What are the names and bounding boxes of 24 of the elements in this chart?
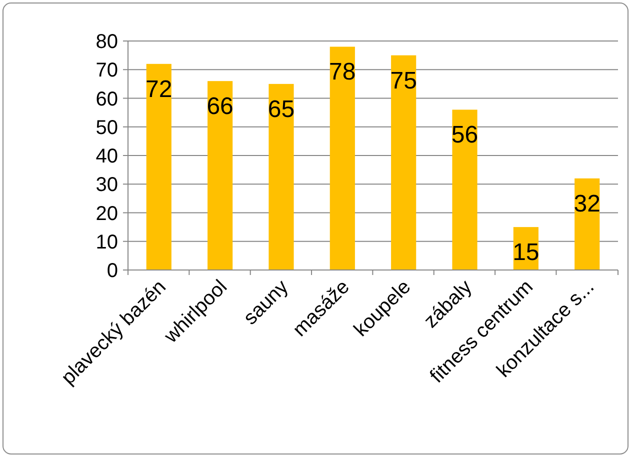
bar [391, 55, 416, 270]
bar [208, 81, 233, 270]
data-label: 72 [146, 76, 172, 103]
y-tick-label: 70 [96, 60, 118, 82]
bar [574, 178, 600, 270]
bar [452, 110, 478, 270]
data-label: 32 [574, 190, 600, 218]
data-label: 75 [390, 67, 417, 94]
data-label: 78 [329, 58, 356, 86]
y-tick-label: 0 [106, 260, 118, 282]
y-tick-label: 50 [96, 116, 118, 139]
bar [268, 84, 294, 270]
y-tick-label: 80 [96, 31, 118, 53]
y-tick-label: 60 [96, 88, 118, 110]
data-label: 15 [512, 239, 540, 266]
data-label: 66 [206, 93, 234, 120]
data-label: 65 [268, 96, 295, 123]
data-label: 56 [451, 122, 478, 149]
y-tick-label: 30 [96, 174, 118, 196]
y-tick-label: 40 [96, 146, 118, 168]
y-tick-label: 10 [96, 231, 118, 254]
bar [146, 64, 172, 270]
bar [330, 46, 355, 270]
y-tick-label: 20 [96, 202, 118, 225]
